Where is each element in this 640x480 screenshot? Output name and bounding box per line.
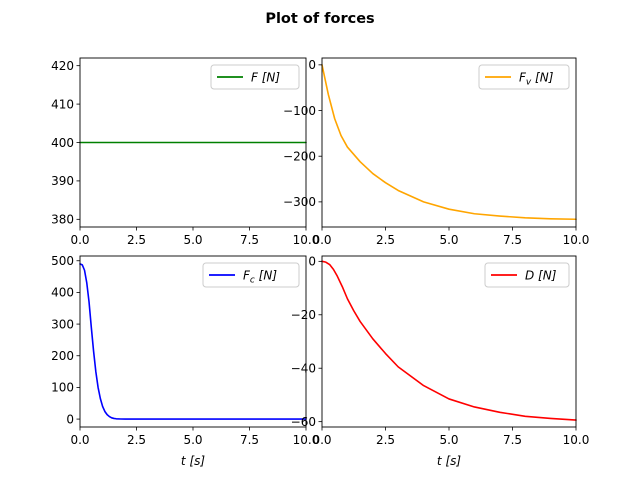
- series-line: [321, 64, 577, 221]
- x-tick-label: 7.5: [503, 233, 522, 247]
- y-tick-label: 0: [308, 58, 316, 72]
- y-tick-label: 410: [51, 97, 74, 111]
- x-tick-label: 0.0: [70, 233, 89, 247]
- y-tick-label: 0: [66, 412, 74, 426]
- figure-title: Plot of forces: [265, 11, 374, 27]
- series-line: [79, 263, 307, 420]
- x-axis-label: t [s]: [437, 454, 461, 468]
- legend: F [N]: [210, 64, 300, 90]
- x-tick-label: 10.0: [563, 233, 590, 247]
- x-tick-label: 5.0: [439, 233, 458, 247]
- subplot-1: 0.0 2.5 5.0 7.5 10.0 380 390 400 410 420 F [N]: [51, 57, 320, 247]
- legend: D [N]: [484, 262, 570, 288]
- x-tick-label: 2.5: [376, 233, 395, 247]
- legend-frame: [484, 262, 570, 288]
- legend-label: Fv [N]: [519, 70, 554, 87]
- subplot-3: 0.0 2.5 5.0 7.5 10.0 0 100 200 300 400 500 t [s] Fc …: [51, 254, 319, 468]
- subplot-2: 0.0 2.5 5.0 7.5 10.0 0 −100 −200 −300 Fv [N]: [283, 57, 590, 247]
- legend-label: Fc [N]: [243, 268, 277, 285]
- y-tick-label: −40: [291, 362, 316, 376]
- x-tick-label: 0.0: [312, 433, 331, 447]
- x-tick-label: 10.0: [293, 233, 320, 247]
- legend-frame: [210, 64, 300, 90]
- y-tick-label: 100: [51, 381, 74, 395]
- subplots: 0.0 2.5 5.0 7.5 10.0 380 390 400 410 420 F [N] 0.0 2…: [51, 57, 590, 468]
- y-tick-label: −100: [283, 104, 316, 118]
- x-tick-label: 7.5: [240, 233, 259, 247]
- y-tick-label: 500: [51, 254, 74, 268]
- legend: Fv [N]: [478, 64, 570, 90]
- legend-label: F [N]: [251, 70, 280, 84]
- y-tick-label: 400: [51, 286, 74, 300]
- legend-frame: [202, 262, 300, 288]
- legend-frame: [478, 64, 570, 90]
- y-tick-label: 390: [51, 174, 74, 188]
- y-tick-label: 0: [308, 255, 316, 269]
- y-tick-label: 380: [51, 213, 74, 227]
- legend-label: D [N]: [525, 268, 557, 282]
- x-tick-label: 2.5: [127, 233, 146, 247]
- y-tick-label: −20: [291, 308, 316, 322]
- x-tick-label: 10.0: [293, 433, 320, 447]
- x-tick-label: 2.5: [376, 433, 395, 447]
- y-tick-label: 420: [51, 59, 74, 73]
- y-tick-label: −200: [283, 150, 316, 164]
- x-tick-label: 5.0: [439, 433, 458, 447]
- y-tick-label: −300: [283, 195, 316, 209]
- series-line: [321, 260, 577, 421]
- legend: Fc [N]: [202, 262, 300, 288]
- x-tick-label: 0.0: [312, 233, 331, 247]
- subplot-4: 0.0 2.5 5.0 7.5 10.0 0 −20 −40 −60 t [s] D [N]: [291, 255, 590, 468]
- x-tick-label: 5.0: [183, 433, 202, 447]
- x-tick-label: 10.0: [563, 433, 590, 447]
- y-tick-label: 400: [51, 136, 74, 150]
- x-tick-label: 2.5: [127, 433, 146, 447]
- y-tick-label: −60: [291, 415, 316, 429]
- x-tick-label: 7.5: [503, 433, 522, 447]
- x-axis-label: t [s]: [181, 454, 205, 468]
- y-tick-label: 200: [51, 349, 74, 363]
- x-tick-label: 5.0: [183, 233, 202, 247]
- y-tick-label: 300: [51, 317, 74, 331]
- x-tick-label: 0.0: [70, 433, 89, 447]
- x-tick-label: 7.5: [240, 433, 259, 447]
